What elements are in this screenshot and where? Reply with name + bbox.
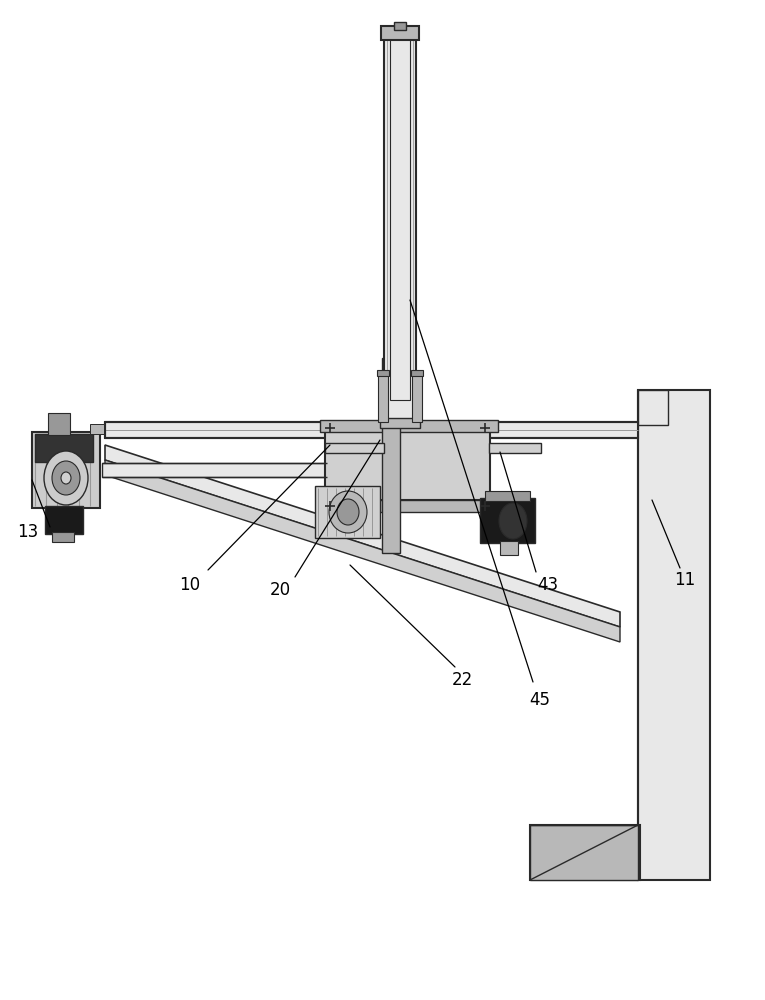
Bar: [390, 35, 410, 400]
Polygon shape: [105, 460, 620, 642]
Bar: [394, 22, 406, 30]
Text: 20: 20: [269, 581, 291, 599]
Bar: [412, 372, 422, 422]
Bar: [35, 434, 93, 462]
Text: 45: 45: [529, 691, 551, 709]
Bar: [32, 432, 100, 508]
Bar: [500, 541, 518, 555]
Bar: [489, 443, 541, 453]
Bar: [52, 532, 74, 542]
Bar: [485, 491, 530, 501]
Bar: [530, 825, 640, 880]
Bar: [90, 424, 104, 434]
Text: 11: 11: [675, 571, 695, 589]
Polygon shape: [105, 445, 620, 627]
Bar: [325, 428, 490, 500]
Text: 43: 43: [538, 576, 558, 594]
Text: 13: 13: [18, 523, 38, 541]
Ellipse shape: [329, 491, 367, 533]
Bar: [320, 500, 498, 512]
Bar: [315, 486, 380, 538]
Ellipse shape: [499, 503, 527, 539]
Bar: [382, 358, 400, 553]
Ellipse shape: [44, 451, 88, 505]
Bar: [102, 463, 327, 477]
Bar: [377, 370, 389, 376]
Ellipse shape: [337, 499, 359, 525]
Bar: [45, 506, 83, 534]
Bar: [380, 418, 420, 428]
Bar: [378, 372, 388, 422]
Bar: [320, 420, 498, 432]
Text: 10: 10: [180, 576, 200, 594]
Ellipse shape: [61, 472, 71, 484]
Bar: [638, 390, 668, 425]
Bar: [384, 34, 416, 422]
Bar: [381, 26, 419, 40]
Bar: [411, 370, 423, 376]
Polygon shape: [530, 825, 638, 880]
Bar: [105, 422, 638, 438]
Ellipse shape: [52, 461, 80, 495]
Bar: [638, 390, 710, 880]
Bar: [48, 413, 70, 435]
Text: 22: 22: [451, 671, 473, 689]
Bar: [325, 443, 384, 453]
Bar: [480, 498, 535, 543]
